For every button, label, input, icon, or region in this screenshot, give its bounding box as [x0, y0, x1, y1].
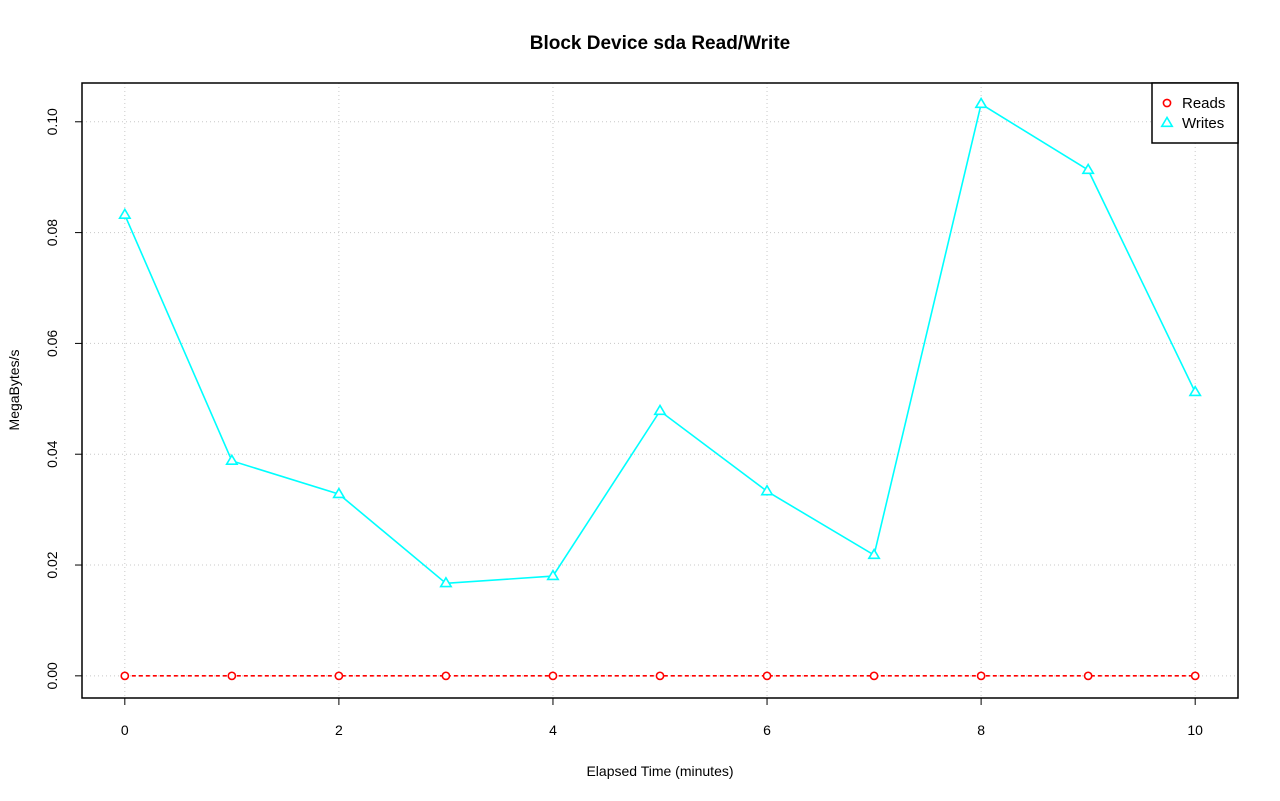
writes-point [974, 96, 988, 109]
grid [82, 83, 1238, 698]
legend-writes-label: Writes [1182, 115, 1224, 132]
x-tick-label: 8 [977, 722, 985, 738]
y-tick-label: 0.00 [44, 662, 60, 689]
x-axis: 0 2 4 6 8 10 [121, 698, 1203, 738]
writes-point [867, 547, 881, 560]
y-tick-label: 0.02 [44, 551, 60, 578]
plot-frame [81, 82, 1239, 699]
y-tick-label: 0.06 [44, 330, 60, 357]
writes-point [546, 569, 560, 581]
reads-point [976, 671, 986, 681]
writes-point [439, 576, 453, 588]
reads-point [1083, 671, 1093, 681]
reads-series [120, 671, 1200, 681]
writes-point [1081, 162, 1095, 175]
x-tick-label: 6 [763, 722, 771, 738]
reads-point [548, 671, 558, 681]
writes-point [653, 403, 667, 416]
y-axis: 0.00 0.02 0.04 0.06 0.08 0.10 [44, 108, 82, 689]
reads-point [869, 671, 879, 681]
writes-point [225, 453, 239, 465]
legend: Reads Writes [1151, 82, 1239, 144]
writes-point [1188, 385, 1202, 397]
reads-point [1190, 671, 1200, 681]
reads-point [334, 671, 344, 681]
reads-point [227, 671, 237, 681]
reads-point [655, 671, 665, 681]
reads-point [120, 671, 130, 681]
y-tick-label: 0.10 [44, 108, 60, 135]
y-tick-label: 0.08 [44, 219, 60, 246]
reads-point [762, 671, 772, 681]
x-tick-label: 0 [121, 722, 129, 738]
x-tick-label: 4 [549, 722, 557, 738]
chart-title: Block Device sda Read/Write [530, 33, 790, 54]
legend-writes-marker [1160, 115, 1174, 128]
y-axis-title: MegaBytes/s [6, 350, 22, 431]
x-axis-title: Elapsed Time (minutes) [586, 763, 733, 779]
writes-point [118, 207, 132, 219]
legend-box [1151, 82, 1239, 144]
x-tick-label: 10 [1187, 722, 1203, 738]
writes-point [332, 487, 346, 499]
writes-point [760, 484, 774, 496]
y-tick-label: 0.04 [44, 440, 60, 467]
writes-series [118, 96, 1202, 588]
reads-point [441, 671, 451, 681]
legend-reads-marker [1162, 98, 1172, 108]
x-tick-label: 2 [335, 722, 343, 738]
series-layer [118, 96, 1202, 681]
legend-reads-label: Reads [1182, 95, 1225, 112]
